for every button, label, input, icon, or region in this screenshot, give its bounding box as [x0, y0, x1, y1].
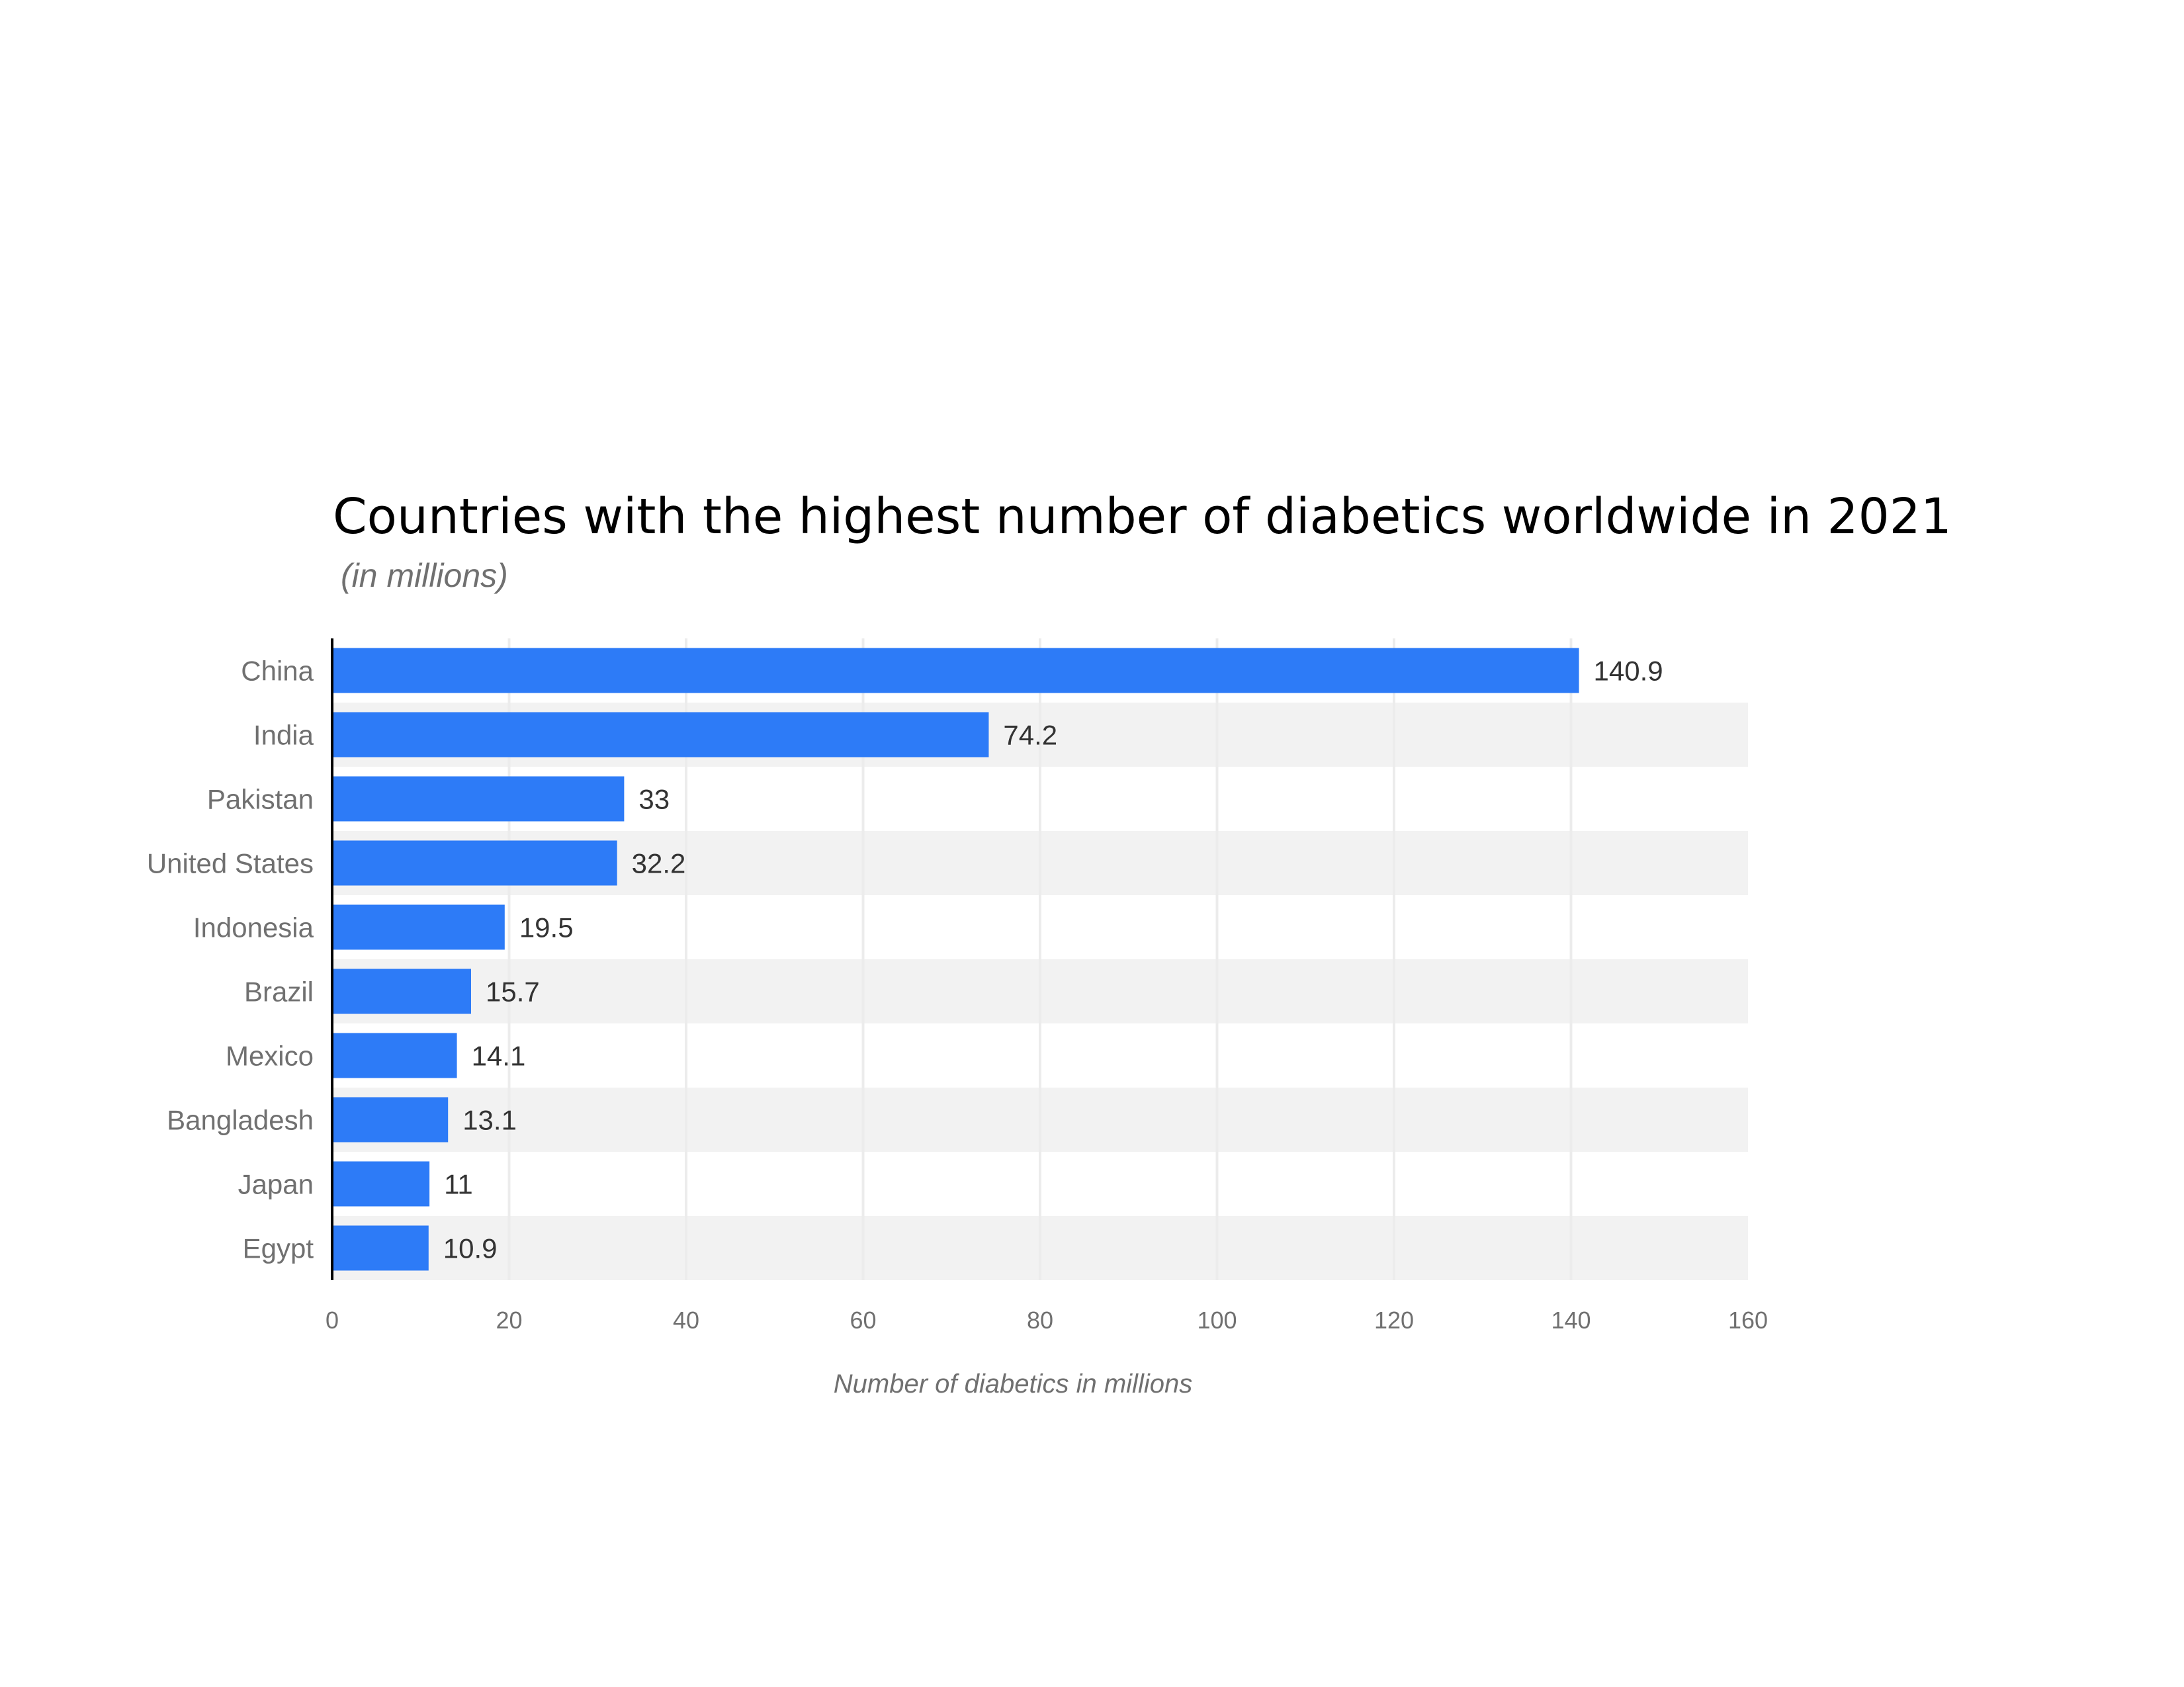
category-label: China — [241, 656, 314, 687]
bar-egypt — [332, 1225, 429, 1271]
bar-china — [332, 648, 1579, 693]
category-label: Egypt — [243, 1233, 314, 1264]
bar-bangladesh — [332, 1097, 449, 1143]
bar-indonesia — [332, 904, 505, 950]
category-label: United States — [147, 848, 314, 879]
value-label: 140.9 — [1594, 656, 1663, 687]
value-label: 33 — [638, 784, 670, 815]
category-label: Mexico — [226, 1041, 314, 1072]
chart-title: Countries with the highest number of dia… — [333, 488, 1952, 545]
x-tick-label: 20 — [496, 1307, 522, 1334]
category-label: Japan — [238, 1169, 314, 1200]
bar-pakistan — [332, 776, 625, 822]
bar-united-states — [332, 840, 617, 886]
value-label: 19.5 — [519, 912, 574, 943]
category-label: Brazil — [244, 976, 314, 1008]
x-tick-label: 60 — [850, 1307, 876, 1334]
x-tick-label: 100 — [1197, 1307, 1237, 1334]
bar-brazil — [332, 969, 471, 1014]
bar-japan — [332, 1161, 430, 1207]
value-label: 32.2 — [632, 848, 686, 879]
value-label: 14.1 — [472, 1041, 526, 1072]
value-label: 10.9 — [443, 1233, 498, 1264]
bar-mexico — [332, 1033, 457, 1078]
value-label: 74.2 — [1003, 720, 1057, 751]
bar-india — [332, 712, 989, 757]
x-tick-label: 40 — [673, 1307, 699, 1334]
x-axis-title: Number of diabetics in millions — [834, 1369, 1192, 1399]
category-label: Indonesia — [193, 912, 314, 943]
x-tick-label: 0 — [326, 1307, 339, 1334]
value-label: 15.7 — [486, 976, 540, 1008]
category-label: India — [253, 720, 314, 751]
chart-subtitle: (in millions) — [341, 557, 508, 594]
value-label: 11 — [444, 1169, 473, 1200]
x-tick-label: 80 — [1027, 1307, 1053, 1334]
x-tick-label: 160 — [1728, 1307, 1768, 1334]
value-label: 13.1 — [462, 1105, 517, 1136]
x-tick-label: 120 — [1374, 1307, 1414, 1334]
category-label: Bangladesh — [167, 1105, 314, 1136]
category-label: Pakistan — [207, 784, 314, 815]
x-tick-label: 140 — [1551, 1307, 1591, 1334]
